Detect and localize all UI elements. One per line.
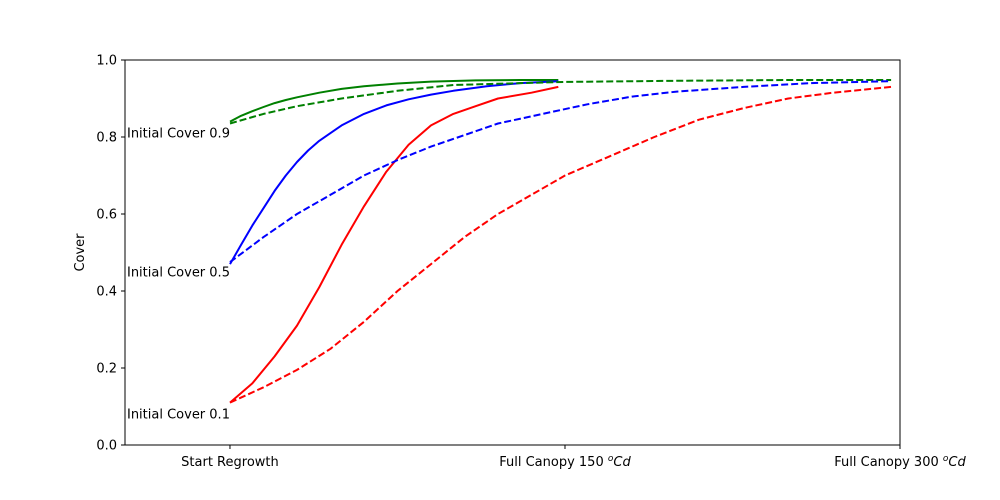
series-line-6-dashed	[229, 85, 892, 404]
y-tick-label: 0.6	[96, 208, 117, 223]
x-tick-text: Full Canopy 150	[499, 455, 608, 470]
x-tick-label: Start Regrowth	[181, 455, 279, 470]
annotations: Initial Cover 0.9 Initial Cover 0.5 Initia…	[127, 127, 230, 423]
y-tick-label: 0.8	[96, 131, 117, 146]
series-line-5-dashed	[229, 80, 892, 263]
series-line-4-dashed	[229, 79, 892, 125]
x-tick-superscript: o	[608, 454, 614, 464]
y-tick-label: 0.2	[96, 362, 117, 377]
x-tick-unit: Cd	[613, 455, 631, 470]
x-tick-text: Start Regrowth	[181, 455, 279, 470]
plot-frame	[124, 59, 901, 446]
y-tick-label: 1.0	[96, 54, 117, 69]
x-tick-unit: Cd	[948, 455, 966, 470]
y-axis: 0.0 0.2 0.4 0.6 0.8 1.0	[96, 54, 125, 454]
annotation-initial-cover: Initial Cover 0.9	[127, 127, 230, 142]
x-tick-superscript: o	[943, 454, 949, 464]
y-axis-label: Cover	[73, 233, 88, 272]
series-lines	[229, 79, 892, 404]
x-tick-text: Full Canopy 300	[834, 455, 943, 470]
x-tick-label: Full Canopy 300 oCd	[834, 454, 966, 470]
series-line-2-solid	[229, 80, 559, 265]
x-axis: Start Regrowth Full Canopy 150 oCd Full Ca…	[181, 445, 966, 470]
y-tick-label: 0.0	[96, 439, 117, 454]
annotation-initial-cover: Initial Cover 0.1	[127, 408, 230, 423]
series-line-3-solid	[229, 85, 559, 404]
y-tick-label: 0.4	[96, 285, 117, 300]
x-tick-label: Full Canopy 150 oCd	[499, 454, 631, 470]
annotation-initial-cover: Initial Cover 0.5	[127, 265, 230, 280]
series-line-1-solid	[229, 79, 559, 123]
